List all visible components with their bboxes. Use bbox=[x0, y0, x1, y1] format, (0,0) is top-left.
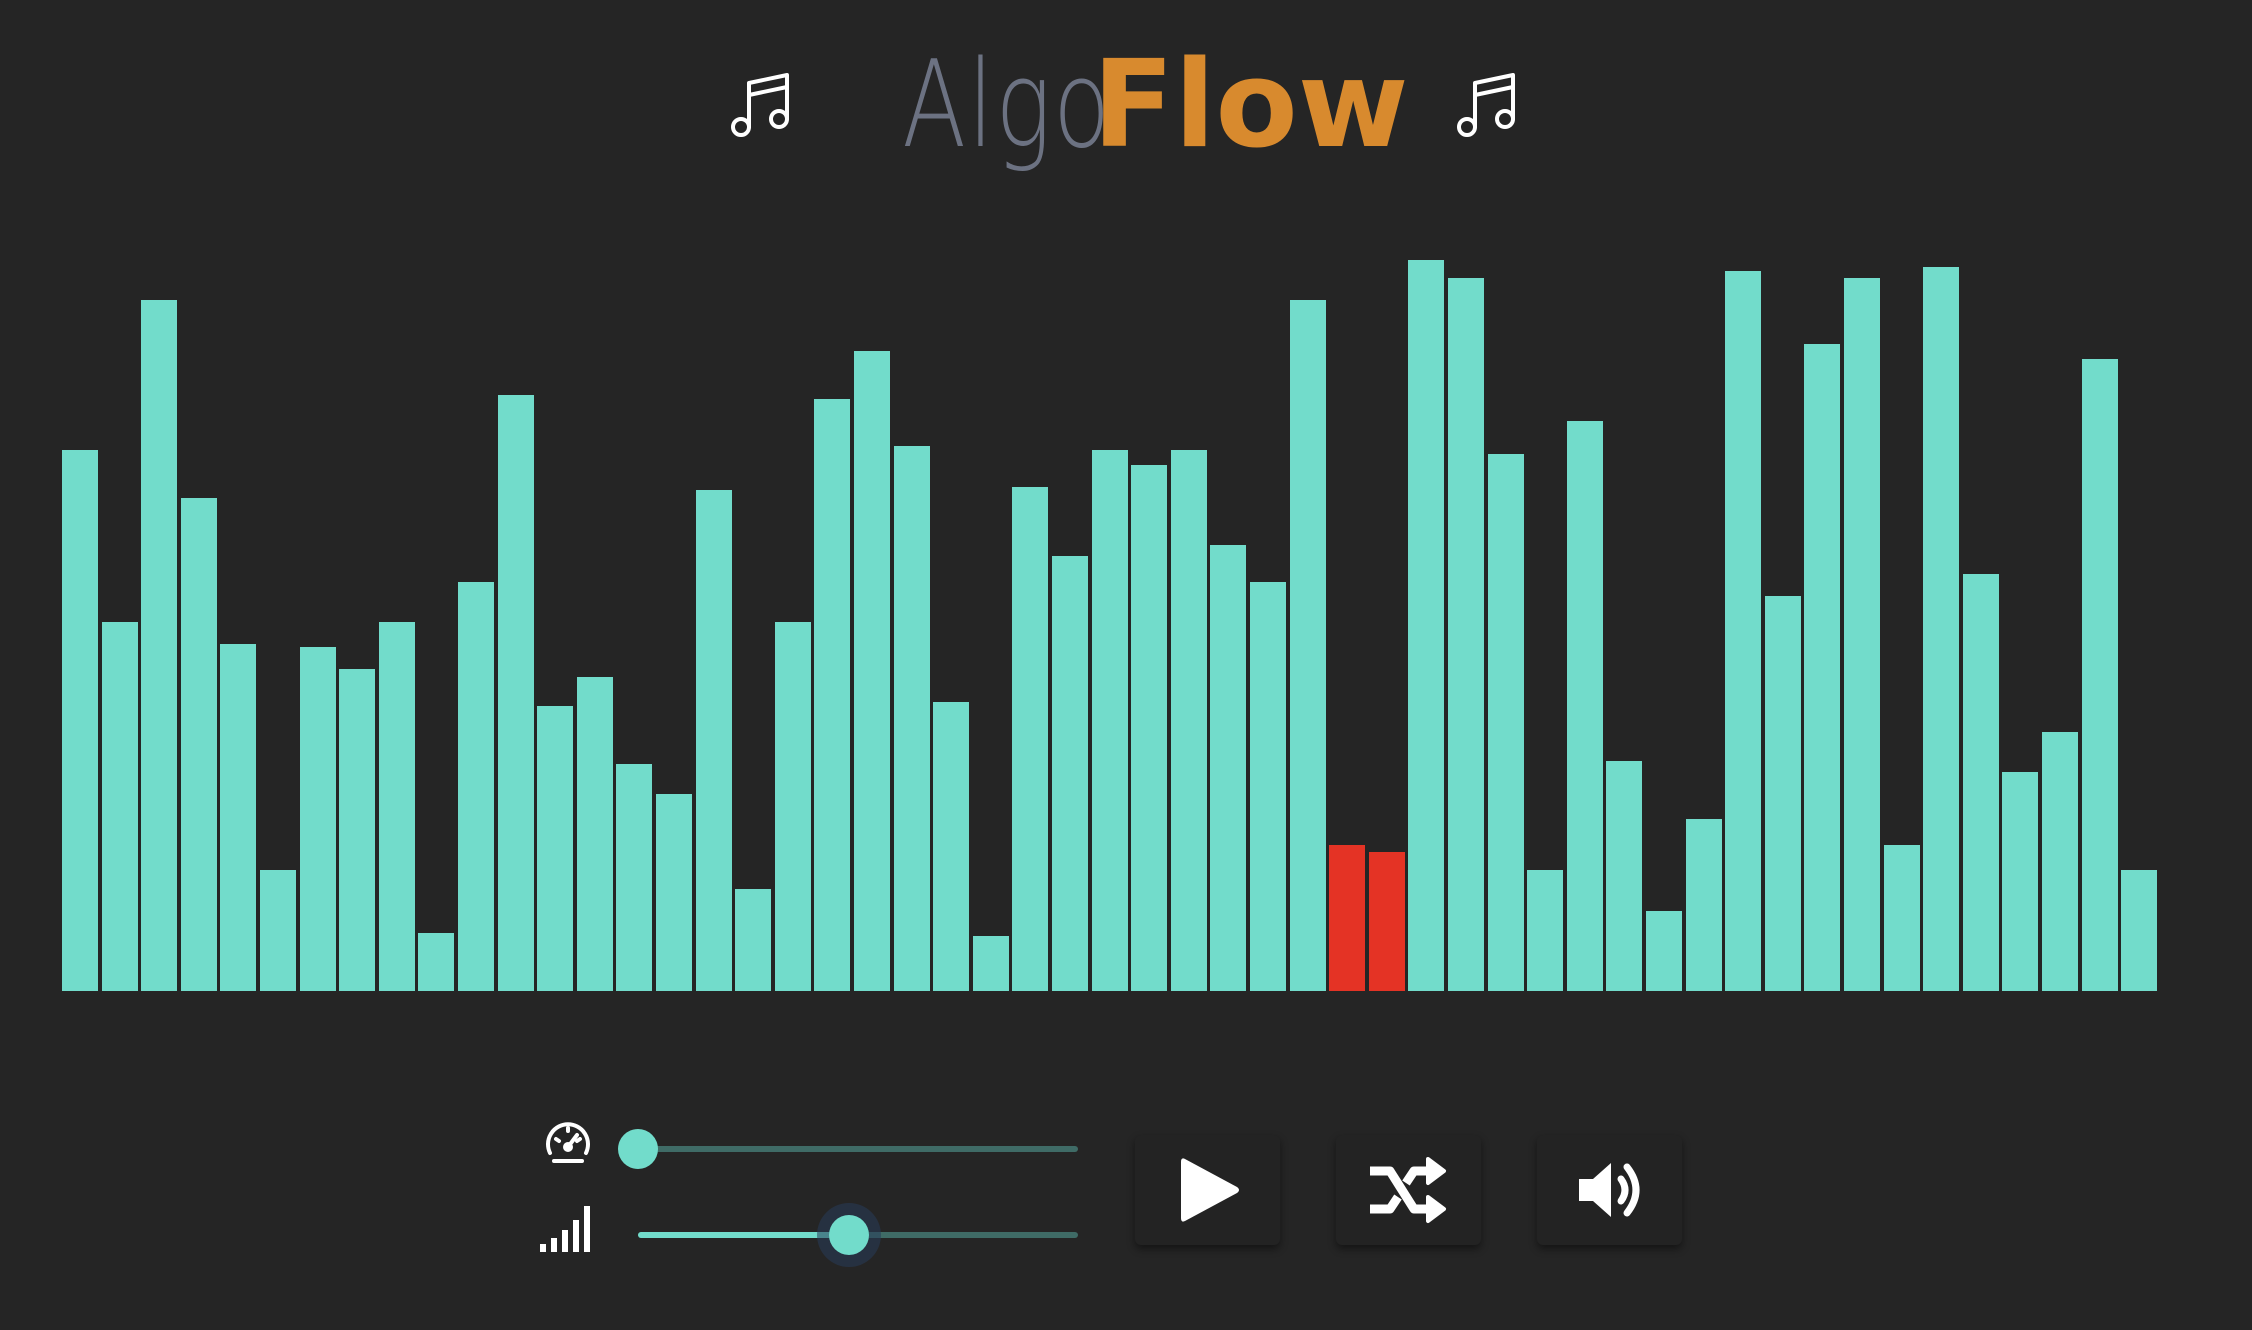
bar bbox=[893, 446, 930, 991]
bar bbox=[972, 936, 1009, 991]
bar bbox=[339, 669, 376, 991]
bar bbox=[735, 888, 772, 991]
bar bbox=[141, 300, 178, 991]
bar bbox=[616, 764, 653, 991]
app-logo: Algo Flow bbox=[843, 35, 1409, 175]
bar bbox=[1170, 450, 1207, 991]
bar bbox=[1527, 870, 1564, 991]
bar bbox=[378, 621, 415, 991]
sound-button[interactable] bbox=[1537, 1135, 1682, 1245]
bar bbox=[814, 398, 851, 991]
bar bbox=[458, 581, 494, 991]
bar bbox=[1685, 819, 1722, 991]
play-button[interactable] bbox=[1135, 1135, 1280, 1245]
bar bbox=[1210, 545, 1247, 991]
bar bbox=[418, 932, 455, 991]
bar bbox=[1844, 278, 1880, 991]
bar bbox=[1250, 581, 1286, 991]
speed-slider-thumb[interactable] bbox=[618, 1129, 658, 1169]
bar bbox=[180, 497, 217, 991]
bar bbox=[854, 351, 890, 991]
bar-active bbox=[1368, 852, 1405, 991]
bar bbox=[576, 676, 613, 991]
bar bbox=[1804, 344, 1841, 991]
bar bbox=[1131, 464, 1168, 991]
logo-flow: Flow bbox=[1092, 35, 1409, 175]
bar bbox=[656, 793, 692, 991]
bar bbox=[537, 705, 574, 991]
bar-visualizer bbox=[62, 260, 2162, 991]
bar bbox=[2121, 870, 2158, 991]
volume-icon bbox=[1578, 1163, 1639, 1217]
bar bbox=[1646, 910, 1682, 991]
bar bbox=[1923, 267, 1960, 991]
size-slider-thumb[interactable] bbox=[829, 1215, 870, 1255]
bar bbox=[1408, 260, 1445, 991]
bar bbox=[1725, 270, 1762, 991]
size-slider[interactable] bbox=[638, 1215, 1078, 1255]
music-note-icon bbox=[1449, 65, 1529, 145]
size-slider-fill bbox=[638, 1232, 850, 1238]
bar bbox=[2081, 358, 2118, 991]
bar bbox=[497, 395, 534, 991]
logo-algo: Algo bbox=[902, 35, 1113, 175]
bar bbox=[695, 490, 732, 991]
bar bbox=[1052, 556, 1088, 991]
bar bbox=[1487, 453, 1524, 991]
music-note-icon bbox=[723, 65, 803, 145]
bar bbox=[1091, 450, 1128, 991]
header: Algo Flow bbox=[0, 30, 2252, 180]
play-icon bbox=[1180, 1158, 1239, 1222]
speedometer-icon bbox=[540, 1113, 596, 1169]
bar bbox=[220, 643, 257, 991]
shuffle-button[interactable] bbox=[1336, 1135, 1481, 1245]
bar bbox=[1764, 596, 1801, 991]
bar bbox=[299, 647, 336, 991]
bar bbox=[1289, 300, 1326, 991]
bar bbox=[1883, 844, 1920, 991]
bar-active bbox=[1329, 844, 1366, 991]
signal-bars-icon bbox=[538, 1200, 594, 1256]
bar bbox=[101, 621, 138, 991]
bar bbox=[260, 870, 296, 991]
bar bbox=[2042, 731, 2078, 991]
bar bbox=[1606, 760, 1643, 991]
speed-slider[interactable] bbox=[618, 1129, 1078, 1169]
bar bbox=[1566, 420, 1603, 991]
bar bbox=[62, 450, 98, 991]
bar bbox=[1962, 574, 1999, 991]
bar bbox=[1448, 278, 1484, 991]
bar bbox=[1012, 486, 1049, 991]
bar bbox=[774, 621, 811, 991]
bar bbox=[2002, 771, 2039, 991]
bar bbox=[933, 702, 970, 991]
shuffle-icon bbox=[1369, 1157, 1446, 1223]
